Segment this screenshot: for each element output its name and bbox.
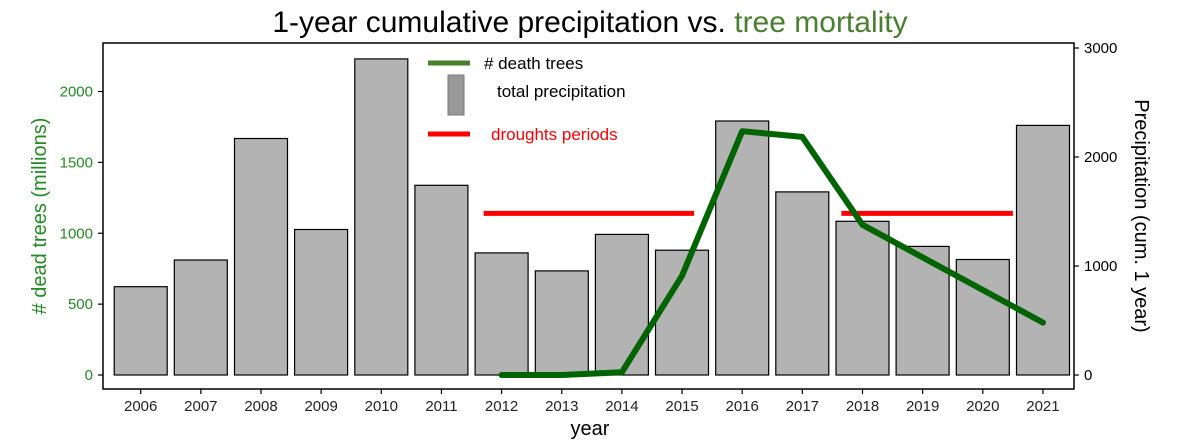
x-tick-label-2006: 2006 [124,398,157,415]
left-tick-label-500: 500 [68,296,93,313]
x-axis-title: year [571,418,610,440]
precipitation-bar-2007 [173,259,228,376]
x-tick-label-2009: 2009 [304,398,337,415]
x-tick-label-2018: 2018 [846,398,879,415]
left-tick-label-2000: 2000 [60,84,93,101]
x-tick-label-2020: 2020 [966,398,999,415]
dead-trees-line [498,128,1046,378]
precipitation-bar-2008 [233,137,289,376]
precipitation-bar-2018 [835,220,890,376]
legend-bar-swatch [447,74,465,116]
right-axis: 0 1000 2000 3000 [1074,40,1117,384]
x-axis: 2006 2007 2008 2009 2010 2011 2012 2013 2014 2015… [124,389,1060,415]
precipitation-bar-2006 [113,286,168,376]
legend-label-precipitation: total precipitation [497,82,626,101]
right-tick-label-2000: 2000 [1084,149,1117,166]
precipitation-bar-2011 [414,184,469,376]
legend: # death trees total precipitation drough… [428,54,626,144]
right-axis-title: Precipitation (cum. 1 year) [1130,99,1152,332]
precipitation-bar-2016 [715,120,770,376]
precipitation-bar-2009 [294,228,349,376]
precipitation-bar-2013 [534,270,589,376]
x-tick-label-2012: 2012 [485,398,518,415]
right-tick-label-1000: 1000 [1084,258,1117,275]
left-axis: 0 500 1000 1500 2000 [60,84,103,384]
chart-title-accent: tree mortality [734,6,907,39]
x-tick-label-2010: 2010 [365,398,398,415]
right-tick-label-0: 0 [1084,367,1092,384]
right-tick-label-3000: 3000 [1084,40,1117,57]
precipitation-bar-2010 [354,58,409,376]
left-tick-label-1500: 1500 [60,154,93,171]
x-tick-label-2016: 2016 [726,398,759,415]
precipitation-bar-2014 [594,233,650,376]
chart-title: 1-year cumulative precipitation vs. tree… [272,6,907,39]
precipitation-bar-2021 [1015,124,1071,376]
chart-title-main: 1-year cumulative precipitation vs. [272,6,734,39]
x-tick-label-2021: 2021 [1026,398,1059,415]
x-tick-label-2008: 2008 [244,398,277,415]
precipitation-bar-2012 [474,252,529,376]
left-axis-title: # dead trees (millions) [29,118,51,315]
x-tick-label-2013: 2013 [545,398,578,415]
x-tick-label-2017: 2017 [786,398,819,415]
precipitation-bar-2017 [775,191,830,376]
left-tick-label-1000: 1000 [60,225,93,242]
legend-label-dead-trees: # death trees [484,54,583,73]
precipitation-bars [113,58,1071,376]
plot-frame [102,42,1075,390]
x-tick-label-2015: 2015 [665,398,698,415]
legend-label-droughts: droughts periods [491,125,618,144]
x-tick-label-2019: 2019 [906,398,939,415]
x-tick-label-2011: 2011 [425,398,457,415]
x-tick-label-2007: 2007 [184,398,217,415]
x-tick-label-2014: 2014 [605,398,638,415]
left-tick-label-0: 0 [85,367,93,384]
